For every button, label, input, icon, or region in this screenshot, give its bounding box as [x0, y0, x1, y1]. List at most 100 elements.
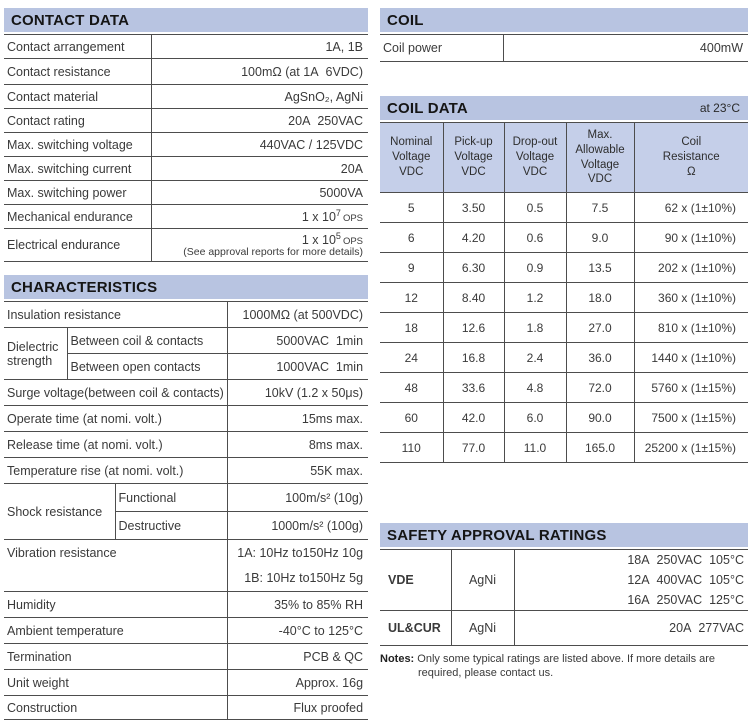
spec-value: 5000VAC 1min [227, 327, 369, 354]
table-row: 5 3.50 0.5 7.5 62 x (1±10%) [380, 192, 748, 223]
spec-label: Insulation resistance [4, 301, 228, 328]
spec-sublabel: Functional [115, 483, 228, 512]
table-cell: 810 x (1±10%) [633, 312, 748, 343]
spec-value: 1A: 10Hz to150Hz 10g 1B: 10Hz to150Hz 5g [227, 539, 369, 592]
table-cell: 4.8 [503, 372, 567, 403]
approval-agency: UL&CUR [380, 610, 452, 646]
spec-label: Ambient temperature [4, 617, 228, 644]
table-cell: 11.0 [503, 432, 567, 463]
table-row: Mechanical endurance 1 x 107OPS [4, 204, 368, 229]
spec-label: Contact material [4, 84, 152, 109]
table-cell: 16.8 [442, 342, 505, 373]
spec-value: 100m/s² (10g) [227, 483, 369, 512]
spec-label: Coil power [380, 34, 504, 62]
table-row: 18 12.6 1.8 27.0 810 x (1±10%) [380, 312, 748, 343]
safety-header: SAFETY APPROVAL RATINGS [380, 523, 748, 547]
table-cell: 6 [380, 222, 444, 253]
spec-value: Flux proofed [227, 695, 369, 720]
table-cell: 8.40 [442, 282, 505, 313]
spec-label: Contact resistance [4, 58, 152, 85]
table-row: Electrical endurance 1 x 105OPS (See app… [4, 228, 368, 262]
spec-label: Temperature rise (at nomi. volt.) [4, 457, 228, 484]
spec-value: 55K max. [227, 457, 369, 484]
table-row: Max. switching voltage 440VAC / 125VDC [4, 132, 368, 157]
table-cell: 62 x (1±10%) [633, 192, 748, 223]
spec-sublabel: Destructive [115, 511, 228, 540]
spec-value: 20A [151, 156, 368, 181]
table-cell: 1440 x (1±10%) [633, 342, 748, 373]
value-note: (See approval reports for more details) [183, 245, 363, 258]
table-cell: 6.30 [442, 252, 505, 283]
value-unit: OPS [342, 212, 363, 224]
table-row: Ambient temperature -40°C to 125°C [4, 617, 369, 644]
safety-notes: Notes: Only some typical ratings are lis… [380, 652, 748, 681]
spec-value: 1000MΩ (at 500VDC) [227, 301, 369, 328]
spec-value: 20A 250VAC [151, 108, 368, 133]
value-base: 1 x 10 [301, 209, 336, 224]
table-row: 110 77.0 11.0 165.0 25200 x (1±15%) [380, 432, 748, 463]
table-row: Operate time (at nomi. volt.) 15ms max. [4, 405, 369, 432]
coil-header: COIL [380, 8, 748, 32]
table-cell: 33.6 [442, 372, 505, 403]
table-row: Termination PCB & QC [4, 643, 369, 670]
spec-label: Surge voltage(between coil & contacts) [4, 379, 228, 406]
table-cell: 18 [380, 312, 444, 343]
table-cell: 5760 x (1±15%) [633, 372, 748, 403]
table-row: Max. switching current 20A [4, 156, 368, 181]
characteristics-table: Insulation resistance 1000MΩ (at 500VDC)… [4, 301, 369, 720]
table-cell: 0.5 [503, 192, 567, 223]
coil-section: COIL Coil power 400mW [380, 8, 748, 62]
notes-label: Notes: [380, 653, 415, 665]
spec-value: 5000VA [151, 180, 368, 205]
table-row: Destructive 1000m/s² (100g) [4, 511, 369, 540]
approval-agency: VDE [380, 549, 452, 611]
table-cell: 7.5 [565, 192, 635, 223]
contact-material: AgNi [451, 610, 515, 646]
table-row: Vibration resistance 1A: 10Hz to150Hz 10… [4, 539, 369, 592]
column-header: Pick-up Voltage VDC [442, 122, 505, 193]
spec-label: Operate time (at nomi. volt.) [4, 405, 228, 432]
spec-label: Mechanical endurance [4, 204, 152, 229]
column-header: Drop-out Voltage VDC [503, 122, 567, 193]
right-column: COIL Coil power 400mW COIL DATA at 23°C … [380, 8, 748, 719]
spec-label: Electrical endurance [4, 228, 152, 262]
rating-line: 12A 400VAC 105°C [627, 573, 744, 587]
spec-label: Max. switching voltage [4, 132, 152, 157]
table-cell: 9 [380, 252, 444, 283]
spec-value: 1 x 105OPS (See approval reports for mor… [151, 228, 368, 262]
table-cell: 9.0 [565, 222, 635, 253]
spec-sublabel: Between coil & contacts [67, 327, 228, 354]
spec-value: -40°C to 125°C [227, 617, 369, 644]
column-header: Max. Allowable Voltage VDC [565, 122, 635, 193]
spec-value: 440VAC / 125VDC [151, 132, 368, 157]
spec-label: Humidity [4, 591, 228, 618]
table-cell: 3.50 [442, 192, 505, 223]
section-title: SAFETY APPROVAL RATINGS [387, 526, 607, 544]
table-row: Between open contacts 1000VAC 1min [4, 353, 369, 380]
column-header: Coil Resistance Ω [633, 122, 748, 193]
table-row: Release time (at nomi. volt.) 8ms max. [4, 431, 369, 458]
contact-data-section: CONTACT DATA Contact arrangement 1A, 1B … [4, 8, 368, 262]
approval-ratings: 20A 277VAC [514, 610, 748, 646]
table-row: 24 16.8 2.4 36.0 1440 x (1±10%) [380, 342, 748, 373]
spec-value: Approx. 16g [227, 669, 369, 696]
table-cell: 42.0 [442, 402, 505, 433]
table-cell: 1.8 [503, 312, 567, 343]
coil-data-table: Nominal Voltage VDC Pick-up Voltage VDC … [380, 122, 748, 463]
table-row: Insulation resistance 1000MΩ (at 500VDC) [4, 301, 369, 328]
section-title: CHARACTERISTICS [11, 278, 158, 296]
table-cell: 2.4 [503, 342, 567, 373]
spec-sublabel: Between open contacts [67, 353, 228, 380]
spec-label: Contact arrangement [4, 34, 152, 59]
value-base: 1 x 10 [301, 232, 336, 247]
table-row: UL&CUR AgNi 20A 277VAC [380, 610, 748, 646]
table-row: Surge voltage(between coil & contacts) 1… [4, 379, 369, 406]
spec-label: Unit weight [4, 669, 228, 696]
table-row: Contact material AgSnO₂, AgNi [4, 84, 368, 109]
table-row: Coil power 400mW [380, 34, 748, 62]
table-cell: 90 x (1±10%) [633, 222, 748, 253]
spec-label: Max. switching power [4, 180, 152, 205]
spec-value: 100mΩ (at 1A 6VDC) [151, 58, 368, 85]
spec-label: Construction [4, 695, 228, 720]
spec-value: 1000m/s² (100g) [227, 511, 369, 540]
